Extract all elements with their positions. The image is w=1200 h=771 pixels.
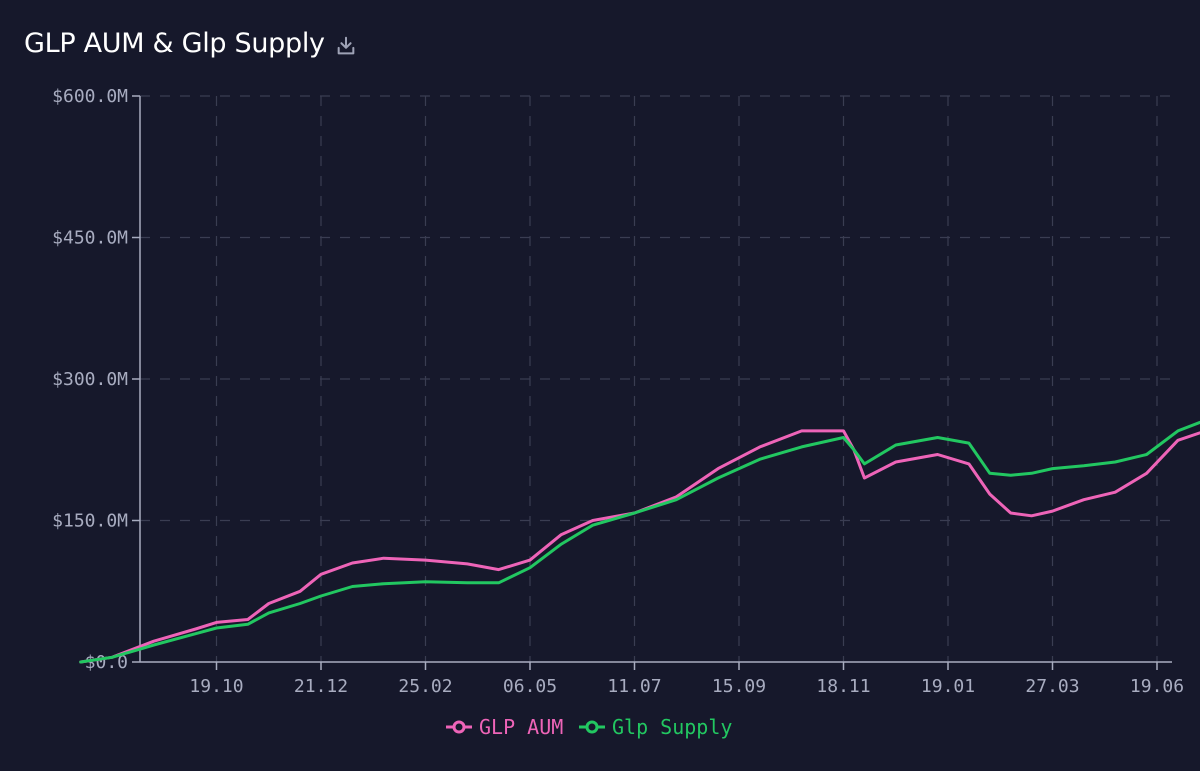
series-line-glp-supply xyxy=(79,420,1200,664)
x-tick-label: 25.02 xyxy=(398,676,452,697)
x-tick-label: 06.05 xyxy=(503,676,557,697)
x-tick-label: 19.01 xyxy=(921,676,975,697)
chart-title: GLP AUM & Glp Supply xyxy=(24,28,325,59)
x-tick-label: 19.06 xyxy=(1130,676,1184,697)
y-tick-label: $150.0M xyxy=(52,511,128,532)
x-tick-label: 21.12 xyxy=(294,676,348,697)
legend-item-glp-supply[interactable]: Glp Supply xyxy=(579,715,732,739)
y-tick-label: $600.0M xyxy=(52,86,128,107)
x-tick-label: 15.09 xyxy=(712,676,766,697)
x-tick-label: 27.03 xyxy=(1025,676,1079,697)
legend-label: Glp Supply xyxy=(612,715,732,739)
x-tick-label: 18.11 xyxy=(816,676,870,697)
x-tick-label: 11.07 xyxy=(607,676,661,697)
legend: GLP AUM Glp Supply xyxy=(446,715,732,739)
legend-label: GLP AUM xyxy=(479,715,563,739)
series-layer xyxy=(79,420,1200,664)
legend-swatch-marker xyxy=(452,720,466,734)
legend-swatch-marker xyxy=(585,720,599,734)
x-tick-label: 19.10 xyxy=(189,676,243,697)
legend-item-glp-aum[interactable]: GLP AUM xyxy=(446,715,563,739)
y-tick-label: $450.0M xyxy=(52,228,128,249)
y-tick-label: $300.0M xyxy=(52,369,128,390)
grid xyxy=(140,95,1172,663)
series-line-glp-aum xyxy=(79,429,1200,664)
download-icon[interactable] xyxy=(335,35,357,57)
